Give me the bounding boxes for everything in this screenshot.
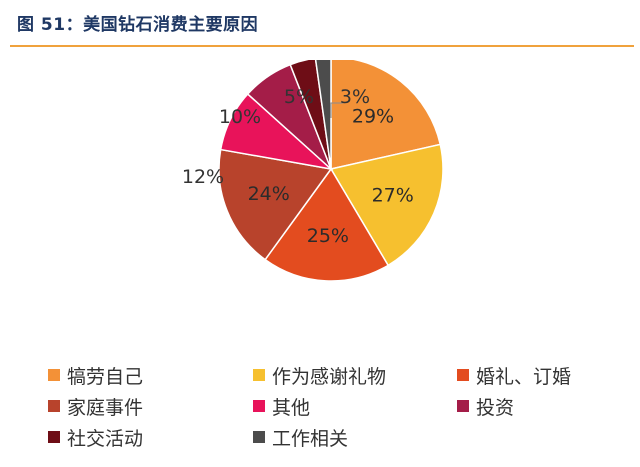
legend-item-8: 工作相关: [253, 424, 457, 450]
title-divider: [10, 45, 634, 47]
data-label-7: 5%: [284, 86, 314, 108]
pie-slice-8: [314, 60, 332, 170]
pie-slice-2: [329, 143, 444, 267]
pie-slice-4: [218, 148, 333, 261]
legend-swatch: [48, 400, 60, 412]
legend-swatch: [48, 369, 60, 381]
legend-label: 家庭事件: [67, 396, 144, 419]
data-label-6: 10%: [219, 106, 261, 128]
data-label-8: 3%: [340, 86, 370, 108]
figure-title: 图 51：美国钻石消费主要原因: [17, 15, 259, 35]
legend-swatch: [48, 431, 60, 443]
data-label-4: 24%: [248, 183, 290, 205]
data-label-5: 12%: [182, 166, 224, 188]
pie-slices: [218, 60, 444, 282]
legend-item-7: 社交活动: [48, 424, 253, 450]
legend-item-5: 其他: [253, 393, 457, 419]
leader-line-8: [330, 102, 343, 118]
legend-item-2: 作为感谢礼物: [253, 362, 457, 388]
legend-label: 婚礼、订婚: [476, 365, 572, 388]
legend-label: 社交活动: [67, 427, 144, 450]
pie-slice-7: [289, 60, 332, 170]
legend-label: 工作相关: [272, 427, 349, 450]
inner-data-labels: 29% 27% 25% 24%: [248, 106, 414, 248]
legend-item-1: 犒劳自己: [48, 362, 253, 388]
legend-swatch: [457, 400, 469, 412]
legend-label: 其他: [272, 396, 311, 419]
legend-label: 犒劳自己: [67, 365, 144, 388]
legend-label: 投资: [476, 396, 515, 419]
legend-swatch: [253, 431, 265, 443]
pie-slice-3: [264, 167, 390, 282]
legend-item-6: 投资: [457, 393, 617, 419]
legend-swatch: [253, 369, 265, 381]
data-label-3: 25%: [307, 225, 349, 247]
outer-data-labels: 12% 10% 5% 3%: [182, 86, 370, 188]
pie-chart: 29% 27% 25% 24% 12% 10% 5% 3%: [182, 60, 444, 282]
pie-slice-1: [330, 60, 442, 170]
data-label-1: 29%: [352, 106, 394, 128]
chart-legend: 犒劳自己 作为感谢礼物 婚礼、订婚家庭事件 其他 投资社交活动 工作相关: [48, 362, 628, 450]
legend-item-3: 婚礼、订婚: [457, 362, 617, 388]
legend-swatch: [253, 400, 265, 412]
legend-item-4: 家庭事件: [48, 393, 253, 419]
legend-swatch: [457, 369, 469, 381]
legend-label: 作为感谢礼物: [272, 365, 387, 388]
data-label-2: 27%: [372, 185, 414, 207]
